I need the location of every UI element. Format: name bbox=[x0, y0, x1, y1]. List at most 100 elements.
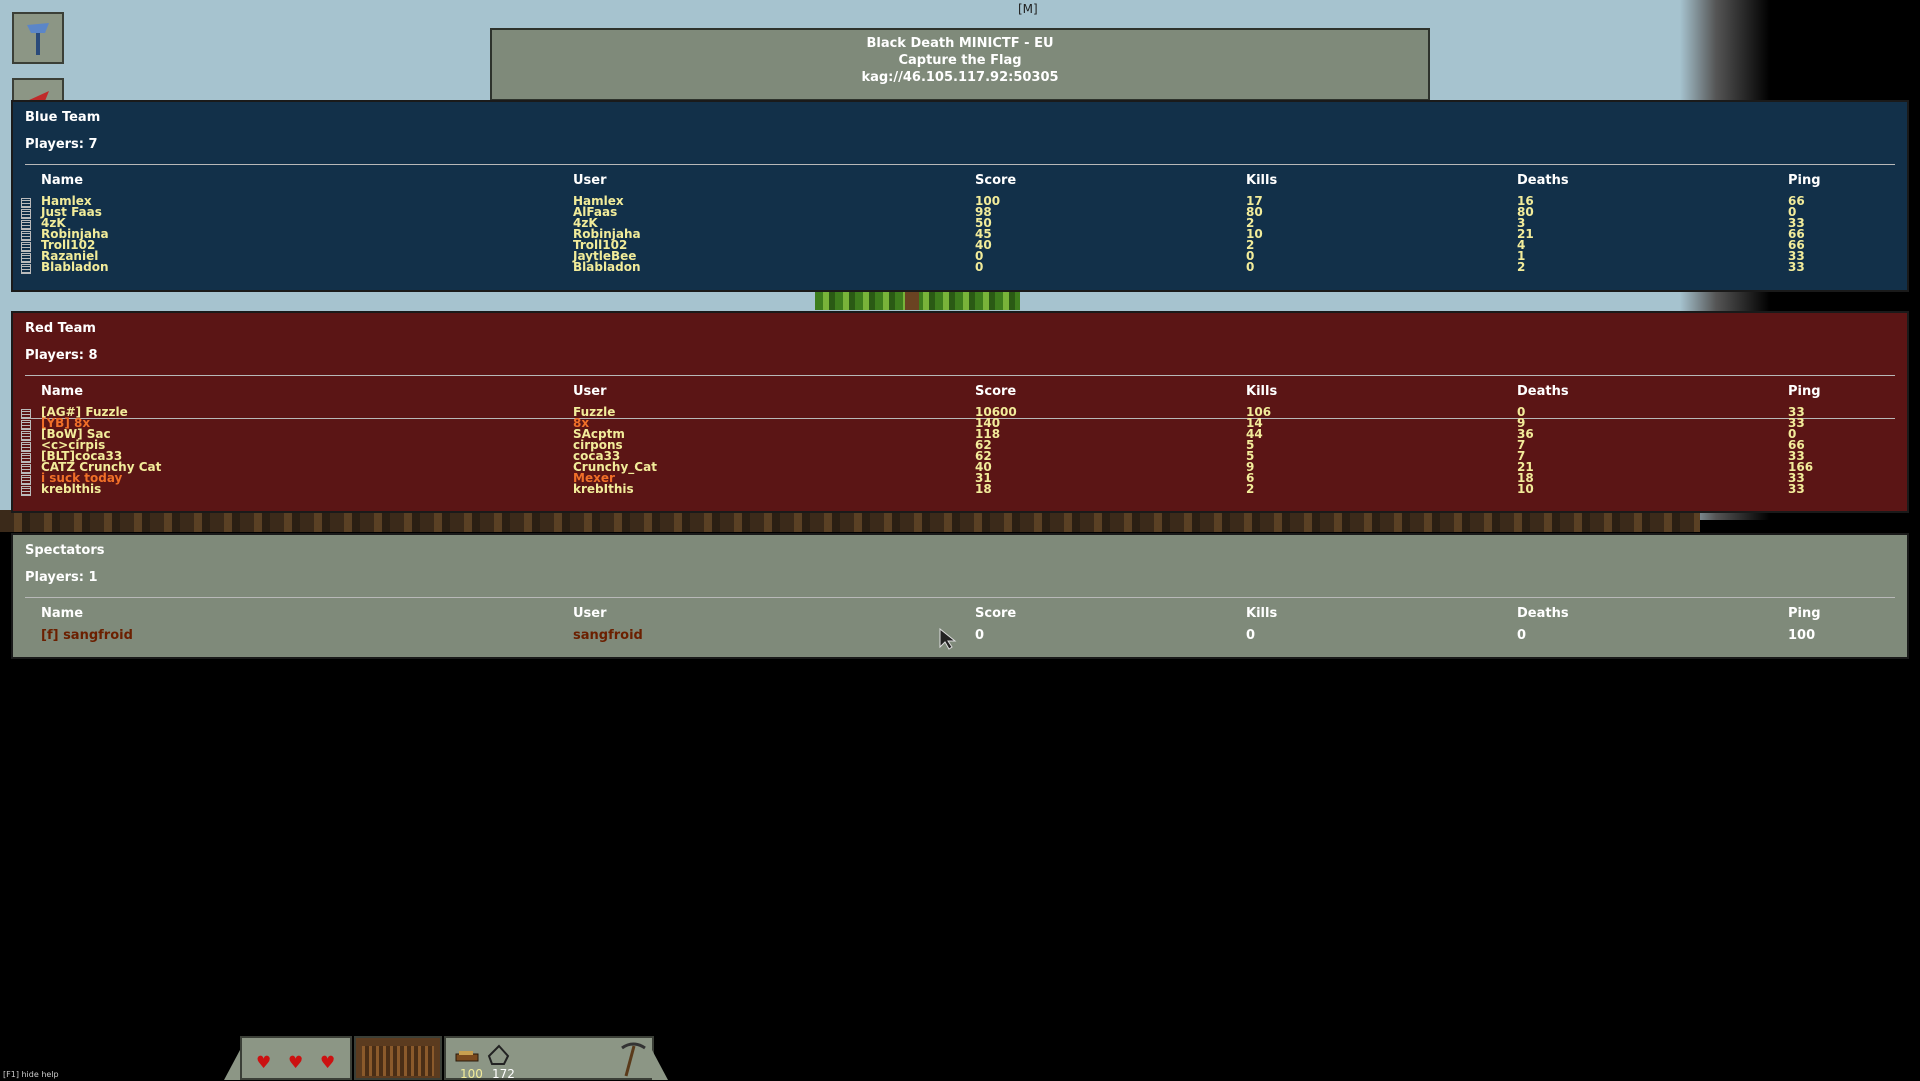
player-kills: 5 bbox=[1246, 438, 1255, 452]
player-count: Players: 7 bbox=[25, 137, 98, 152]
player-user: 4zK bbox=[573, 216, 598, 230]
player-deaths: 16 bbox=[1517, 194, 1534, 208]
player-menu-icon[interactable] bbox=[21, 453, 31, 463]
crate-slot[interactable] bbox=[354, 1036, 442, 1080]
server-name: Black Death MINICTF - EU bbox=[866, 36, 1054, 51]
player-kills: 0 bbox=[1246, 260, 1255, 274]
pickaxe-icon[interactable] bbox=[618, 1040, 648, 1078]
player-row[interactable]: Hamlex Hamlex 100 17 16 66 bbox=[13, 194, 1907, 208]
coins-count: 100 bbox=[460, 1067, 483, 1081]
player-name: [BLT]coca33 bbox=[41, 449, 123, 463]
player-menu-icon[interactable] bbox=[21, 209, 31, 219]
player-menu-icon[interactable] bbox=[21, 420, 31, 430]
header-kills: Kills bbox=[1246, 606, 1278, 621]
player-row[interactable]: i suck today Mexer 31 6 18 33 bbox=[13, 471, 1907, 485]
player-menu-icon[interactable] bbox=[21, 253, 31, 263]
player-ping: 166 bbox=[1788, 460, 1814, 474]
player-ping: 66 bbox=[1788, 227, 1805, 241]
player-score: 45 bbox=[975, 227, 992, 241]
player-score: 40 bbox=[975, 238, 992, 252]
player-menu-icon[interactable] bbox=[21, 231, 31, 241]
player-kills: 9 bbox=[1246, 460, 1255, 474]
player-menu-icon[interactable] bbox=[21, 264, 31, 274]
player-menu-icon[interactable] bbox=[21, 486, 31, 496]
player-name: kreblthis bbox=[41, 482, 102, 496]
team-title: Spectators bbox=[25, 543, 105, 558]
player-kills: 17 bbox=[1246, 194, 1263, 208]
header-user: User bbox=[573, 173, 607, 188]
player-user: SAcptm bbox=[573, 427, 625, 441]
player-menu-icon[interactable] bbox=[21, 442, 31, 452]
player-deaths: 7 bbox=[1517, 438, 1526, 452]
player-kills: 106 bbox=[1246, 405, 1272, 419]
player-row[interactable]: <c>cirpis cirpons 62 5 7 66 bbox=[13, 438, 1907, 452]
player-row[interactable]: [AG#] Fuzzle Fuzzle 10600 106 0 33 bbox=[13, 405, 1907, 419]
player-row[interactable]: Just Faas AlFaas 98 80 80 0 bbox=[13, 205, 1907, 219]
player-row[interactable]: [BoW] Sac SAcptm 118 44 36 0 bbox=[13, 427, 1907, 441]
player-menu-icon[interactable] bbox=[21, 431, 31, 441]
red-team-panel: Red Team Players: 8 Name User Score Kill… bbox=[11, 311, 1909, 513]
player-user: Troll102 bbox=[573, 238, 628, 252]
player-name: [YB] 8x bbox=[41, 416, 91, 430]
coins-icon bbox=[455, 1051, 479, 1062]
player-name: [AG#] Fuzzle bbox=[41, 405, 128, 419]
header-kills: Kills bbox=[1246, 384, 1278, 399]
player-kills: 10 bbox=[1246, 227, 1263, 241]
player-user: Robinjaha bbox=[573, 227, 641, 241]
header-ping: Ping bbox=[1788, 606, 1821, 621]
player-row[interactable]: [YB] 8x 8x 140 14 9 33 bbox=[13, 416, 1907, 430]
player-menu-icon[interactable] bbox=[21, 464, 31, 474]
player-score: 0 bbox=[975, 628, 985, 643]
player-kills: 2 bbox=[1246, 216, 1255, 230]
header-name: Name bbox=[41, 606, 84, 621]
player-row[interactable]: 4zK 4zK 50 2 3 33 bbox=[13, 216, 1907, 230]
player-ping: 33 bbox=[1788, 260, 1805, 274]
player-ping: 100 bbox=[1788, 628, 1816, 643]
spectator-list: [f] sangfroid sangfroid 0 0 0 100 bbox=[13, 628, 1907, 643]
player-row[interactable]: Troll102 Troll102 40 2 4 66 bbox=[13, 238, 1907, 252]
player-deaths: 0 bbox=[1517, 405, 1526, 419]
player-menu-icon[interactable] bbox=[21, 475, 31, 485]
player-row[interactable]: [BLT]coca33 coca33 62 5 7 33 bbox=[13, 449, 1907, 463]
header-score: Score bbox=[975, 384, 1017, 399]
map-key-hint: [M] bbox=[1018, 2, 1038, 16]
player-row[interactable]: CATZ Crunchy Cat Crunchy_Cat 40 9 21 166 bbox=[13, 460, 1907, 474]
player-score: 118 bbox=[975, 427, 1001, 441]
player-deaths: 0 bbox=[1517, 628, 1527, 643]
player-menu-icon[interactable] bbox=[21, 242, 31, 252]
player-row[interactable]: [f] sangfroid sangfroid 0 0 0 100 bbox=[13, 628, 1907, 643]
player-kills: 6 bbox=[1246, 471, 1255, 485]
player-menu-icon[interactable] bbox=[21, 198, 31, 208]
server-info: Black Death MINICTF - EU Capture the Fla… bbox=[490, 28, 1430, 101]
stone-icon bbox=[487, 1044, 510, 1065]
player-row[interactable]: Razaniel JaytleBee 0 0 1 33 bbox=[13, 249, 1907, 263]
player-row[interactable]: Robinjaha Robinjaha 45 10 21 66 bbox=[13, 227, 1907, 241]
header-ping: Ping bbox=[1788, 173, 1821, 188]
player-score: 98 bbox=[975, 205, 992, 219]
player-deaths: 21 bbox=[1517, 460, 1534, 474]
player-kills: 2 bbox=[1246, 238, 1255, 252]
player-list: Hamlex Hamlex 100 17 16 66 Just Faas AlFaas 98 8… bbox=[13, 194, 1907, 274]
class-slot-blue[interactable] bbox=[12, 12, 64, 64]
player-user: Crunchy_Cat bbox=[573, 460, 657, 474]
player-name: [f] sangfroid bbox=[41, 628, 133, 643]
player-row[interactable]: Blabladon Blabladon 0 0 2 33 bbox=[13, 260, 1907, 274]
player-ping: 33 bbox=[1788, 216, 1805, 230]
header-ping: Ping bbox=[1788, 384, 1821, 399]
player-kills: 0 bbox=[1246, 249, 1255, 263]
player-name: Razaniel bbox=[41, 249, 99, 263]
player-score: 10600 bbox=[975, 405, 1017, 419]
player-user: sangfroid bbox=[573, 628, 643, 643]
player-menu-icon[interactable] bbox=[21, 220, 31, 230]
player-menu-icon[interactable] bbox=[21, 409, 31, 419]
player-user: 8x bbox=[573, 416, 590, 430]
player-deaths: 7 bbox=[1517, 449, 1526, 463]
inventory-bar: 100 172 bbox=[444, 1036, 654, 1081]
player-ping: 33 bbox=[1788, 416, 1805, 430]
player-deaths: 2 bbox=[1517, 260, 1526, 274]
player-score: 50 bbox=[975, 216, 992, 230]
header-user: User bbox=[573, 384, 607, 399]
mouse-cursor-icon bbox=[939, 628, 957, 650]
player-ping: 0 bbox=[1788, 205, 1797, 219]
player-row[interactable]: kreblthis krebIthis 18 2 10 33 bbox=[13, 482, 1907, 496]
